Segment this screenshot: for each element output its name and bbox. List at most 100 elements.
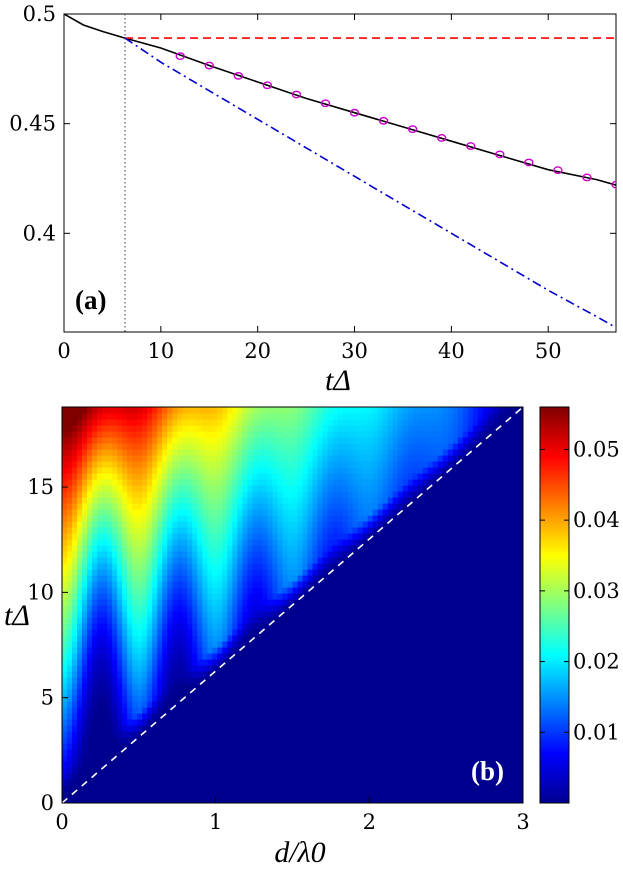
- heatmap-cell: [147, 629, 153, 636]
- heatmap-cell: [302, 521, 309, 528]
- heatmap-cell: [282, 407, 289, 414]
- heatmap-cell: [362, 449, 369, 456]
- heatmap-cell: [172, 485, 178, 492]
- heatmap-cell: [117, 683, 123, 690]
- heatmap-cell: [237, 515, 243, 522]
- heatmap-cell: [337, 545, 344, 552]
- heatmap-cell: [67, 437, 73, 444]
- heatmap-cell: [112, 485, 118, 492]
- heatmap-cell: [137, 647, 143, 654]
- heatmap-cell: [212, 599, 218, 606]
- heatmap-cell: [417, 413, 424, 420]
- heatmap-cell: [362, 515, 369, 522]
- data-marker: [582, 173, 592, 182]
- heatmap-cell: [147, 623, 153, 630]
- heatmap-cell: [172, 599, 178, 606]
- heatmap-cell: [312, 575, 319, 582]
- heatmap-cell: [387, 455, 394, 462]
- heatmap-cell: [177, 425, 183, 432]
- heatmap-cell: [87, 467, 93, 474]
- heatmap-cell: [122, 701, 128, 708]
- heatmap-cell: [182, 443, 188, 450]
- heatmap-cell: [92, 539, 98, 546]
- heatmap-cell: [152, 497, 158, 504]
- heatmap-cell: [102, 527, 108, 534]
- heatmap-cell: [167, 521, 173, 528]
- heatmap-cell: [82, 719, 88, 726]
- heatmap-cell: [332, 509, 339, 516]
- heatmap-cell: [352, 515, 359, 522]
- heatmap-cell: [92, 605, 98, 612]
- heatmap-cell: [147, 569, 153, 576]
- heatmap-cell: [162, 509, 168, 516]
- heatmap-cell: [262, 497, 269, 504]
- heatmap-cell: [82, 545, 88, 552]
- heatmap-cell: [192, 611, 198, 618]
- heatmap-cell: [87, 527, 93, 534]
- heatmap-cell: [62, 731, 68, 738]
- heatmap-cell: [357, 461, 364, 468]
- heatmap-cell: [77, 713, 83, 720]
- heatmap-cell: [262, 485, 269, 492]
- heatmap-cell: [307, 581, 314, 588]
- heatmap-cell: [157, 485, 163, 492]
- heatmap-cell: [202, 617, 208, 624]
- heatmap-cell: [117, 545, 123, 552]
- heatmap-cell: [137, 635, 143, 642]
- heatmap-cell: [97, 509, 103, 516]
- heatmap-cell: [202, 569, 208, 576]
- heatmap-cell: [422, 419, 429, 426]
- heatmap-cell: [352, 437, 359, 444]
- heatmap-cell: [262, 599, 269, 606]
- heatmap-cell: [117, 617, 123, 624]
- heatmap-cell: [267, 485, 274, 492]
- heatmap-cell: [407, 455, 414, 462]
- heatmap-cell: [67, 497, 73, 504]
- heatmap-cell: [142, 659, 148, 666]
- heatmap-cell: [427, 407, 434, 414]
- heatmap-cell: [222, 497, 228, 504]
- heatmap-cell: [412, 425, 419, 432]
- heatmap-cell: [172, 527, 178, 534]
- heatmap-cell: [387, 419, 394, 426]
- heatmap-cell: [207, 497, 213, 504]
- heatmap-cell: [127, 587, 133, 594]
- heatmap-cell: [267, 605, 274, 612]
- heatmap-cell: [182, 563, 188, 570]
- heatmap-cell: [127, 509, 133, 516]
- heatmap-cell: [227, 527, 233, 534]
- heatmap-cell: [157, 659, 163, 666]
- heatmap-cell: [437, 461, 444, 468]
- heatmap-cell: [197, 629, 203, 636]
- heatmap-cell: [142, 623, 148, 630]
- heatmap-cell: [352, 545, 359, 552]
- heatmap-cell: [202, 611, 208, 618]
- heatmap-cell: [77, 647, 83, 654]
- heatmap-cell: [137, 677, 143, 684]
- heatmap-cell: [262, 425, 269, 432]
- heatmap-cell: [112, 659, 118, 666]
- heatmap-cell: [92, 467, 98, 474]
- heatmap-cell: [352, 533, 359, 540]
- heatmap-cell: [172, 653, 178, 660]
- heatmap-cell: [227, 467, 233, 474]
- heatmap-cell: [157, 407, 163, 414]
- heatmap-cell: [307, 485, 314, 492]
- heatmap-cell: [107, 581, 113, 588]
- heatmap-cell: [247, 455, 254, 462]
- heatmap-cell: [342, 491, 349, 498]
- heatmap-cell: [162, 449, 168, 456]
- heatmap-cell: [377, 467, 384, 474]
- heatmap-cell: [362, 437, 369, 444]
- heatmap-cell: [132, 539, 138, 546]
- heatmap-cell: [232, 635, 238, 642]
- heatmap-cell: [297, 575, 304, 582]
- heatmap-cell: [117, 641, 123, 648]
- heatmap-cell: [357, 497, 364, 504]
- heatmap-cell: [127, 701, 133, 708]
- heatmap-cell: [352, 509, 359, 516]
- heatmap-cell: [172, 461, 178, 468]
- heatmap-cell: [207, 527, 213, 534]
- heatmap-cell: [292, 449, 299, 456]
- heatmap-cell: [392, 413, 399, 420]
